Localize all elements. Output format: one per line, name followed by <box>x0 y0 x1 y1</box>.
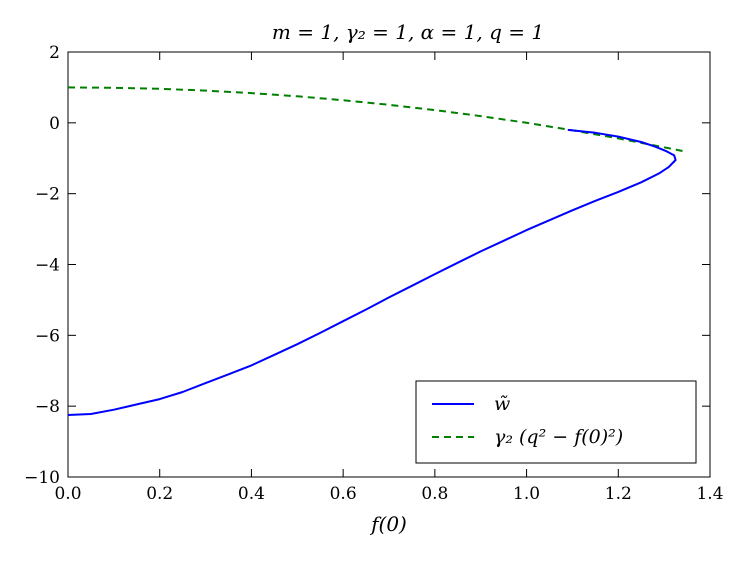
x-tick-label: 0.4 <box>238 484 265 504</box>
legend: w̃ γ₂ (q² − f(0)²) <box>415 380 697 464</box>
y-tick-label: 2 <box>49 43 60 63</box>
x-tick-label: 1.2 <box>605 484 632 504</box>
x-axis-label: f(0) <box>369 512 407 536</box>
x-tick-label: 0.6 <box>330 484 357 504</box>
legend-box <box>415 380 697 464</box>
legend-label-gamma: γ₂ (q² − f(0)²) <box>494 426 623 448</box>
y-tick-label: −4 <box>35 256 60 276</box>
x-tick-label: 0.8 <box>421 484 448 504</box>
y-tick-label: −2 <box>35 185 60 205</box>
series-layer <box>67 86 683 416</box>
x-tick-label: 0.0 <box>54 484 81 504</box>
y-tick-label: −10 <box>24 468 60 488</box>
x-tick-label: 1.0 <box>513 484 540 504</box>
chart-title: m = 1, γ₂ = 1, α = 1, q = 1 <box>272 20 544 44</box>
legend-label-w-tilde: w̃ <box>494 393 510 415</box>
y-tick-label: 0 <box>49 114 60 134</box>
x-tick-label: 0.2 <box>146 484 173 504</box>
x-axis: 0.0 0.2 0.4 0.6 0.8 1.0 1.2 1.4 <box>54 52 724 504</box>
y-tick-label: −8 <box>35 397 60 417</box>
x-tick-label: 1.4 <box>696 484 723 504</box>
y-tick-label: −6 <box>35 326 60 346</box>
series-line-0 <box>67 128 677 416</box>
y-axis: 2 0 −2 −4 −6 −8 −10 <box>24 43 710 488</box>
